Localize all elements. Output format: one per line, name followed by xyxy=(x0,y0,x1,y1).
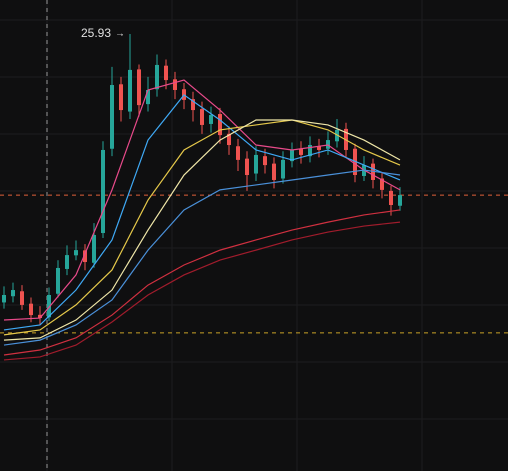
candle-body xyxy=(236,146,240,160)
candle-body xyxy=(56,267,60,294)
candle-body xyxy=(47,294,51,318)
candle-body xyxy=(299,148,303,155)
candle-body xyxy=(263,156,267,166)
moving-average xyxy=(3,119,401,341)
candle-body xyxy=(317,146,321,150)
candle-body xyxy=(281,159,285,179)
candle-body xyxy=(101,149,105,234)
candle-body xyxy=(29,303,33,316)
candle-body xyxy=(11,290,15,297)
candle-body xyxy=(128,69,132,112)
moving-average xyxy=(3,79,401,321)
candle-body xyxy=(20,291,24,305)
candle-body xyxy=(119,84,123,111)
candle-body xyxy=(137,69,141,106)
moving-average xyxy=(3,119,401,336)
candle-body xyxy=(83,250,87,263)
candle-body xyxy=(110,85,114,149)
candle-body xyxy=(2,294,6,303)
candle-body xyxy=(38,314,42,319)
candle-body xyxy=(164,65,168,81)
high-label: 25.93 xyxy=(81,26,111,40)
candle-body xyxy=(92,235,96,263)
moving-average xyxy=(3,94,401,331)
candle-body xyxy=(398,195,402,206)
candle-body xyxy=(326,140,330,149)
candle-body xyxy=(290,149,294,162)
candle-body xyxy=(245,158,249,176)
arrow: → xyxy=(115,29,125,40)
candle-body xyxy=(308,145,312,157)
candle-body xyxy=(209,115,213,124)
candle-body xyxy=(272,163,276,180)
candle-body xyxy=(380,178,384,190)
candle-body xyxy=(191,99,195,111)
candle-body xyxy=(389,190,393,206)
candle-body xyxy=(227,133,231,146)
moving-average xyxy=(3,169,401,346)
candle-body xyxy=(200,109,204,125)
candle-body xyxy=(254,154,258,174)
candle-body xyxy=(218,114,222,136)
candle-body xyxy=(74,250,78,256)
candle-body xyxy=(155,64,159,90)
moving-average xyxy=(3,221,401,361)
candle-body xyxy=(146,89,150,105)
candle-body xyxy=(65,255,69,269)
candle-body xyxy=(173,79,177,90)
moving-average xyxy=(3,209,401,356)
